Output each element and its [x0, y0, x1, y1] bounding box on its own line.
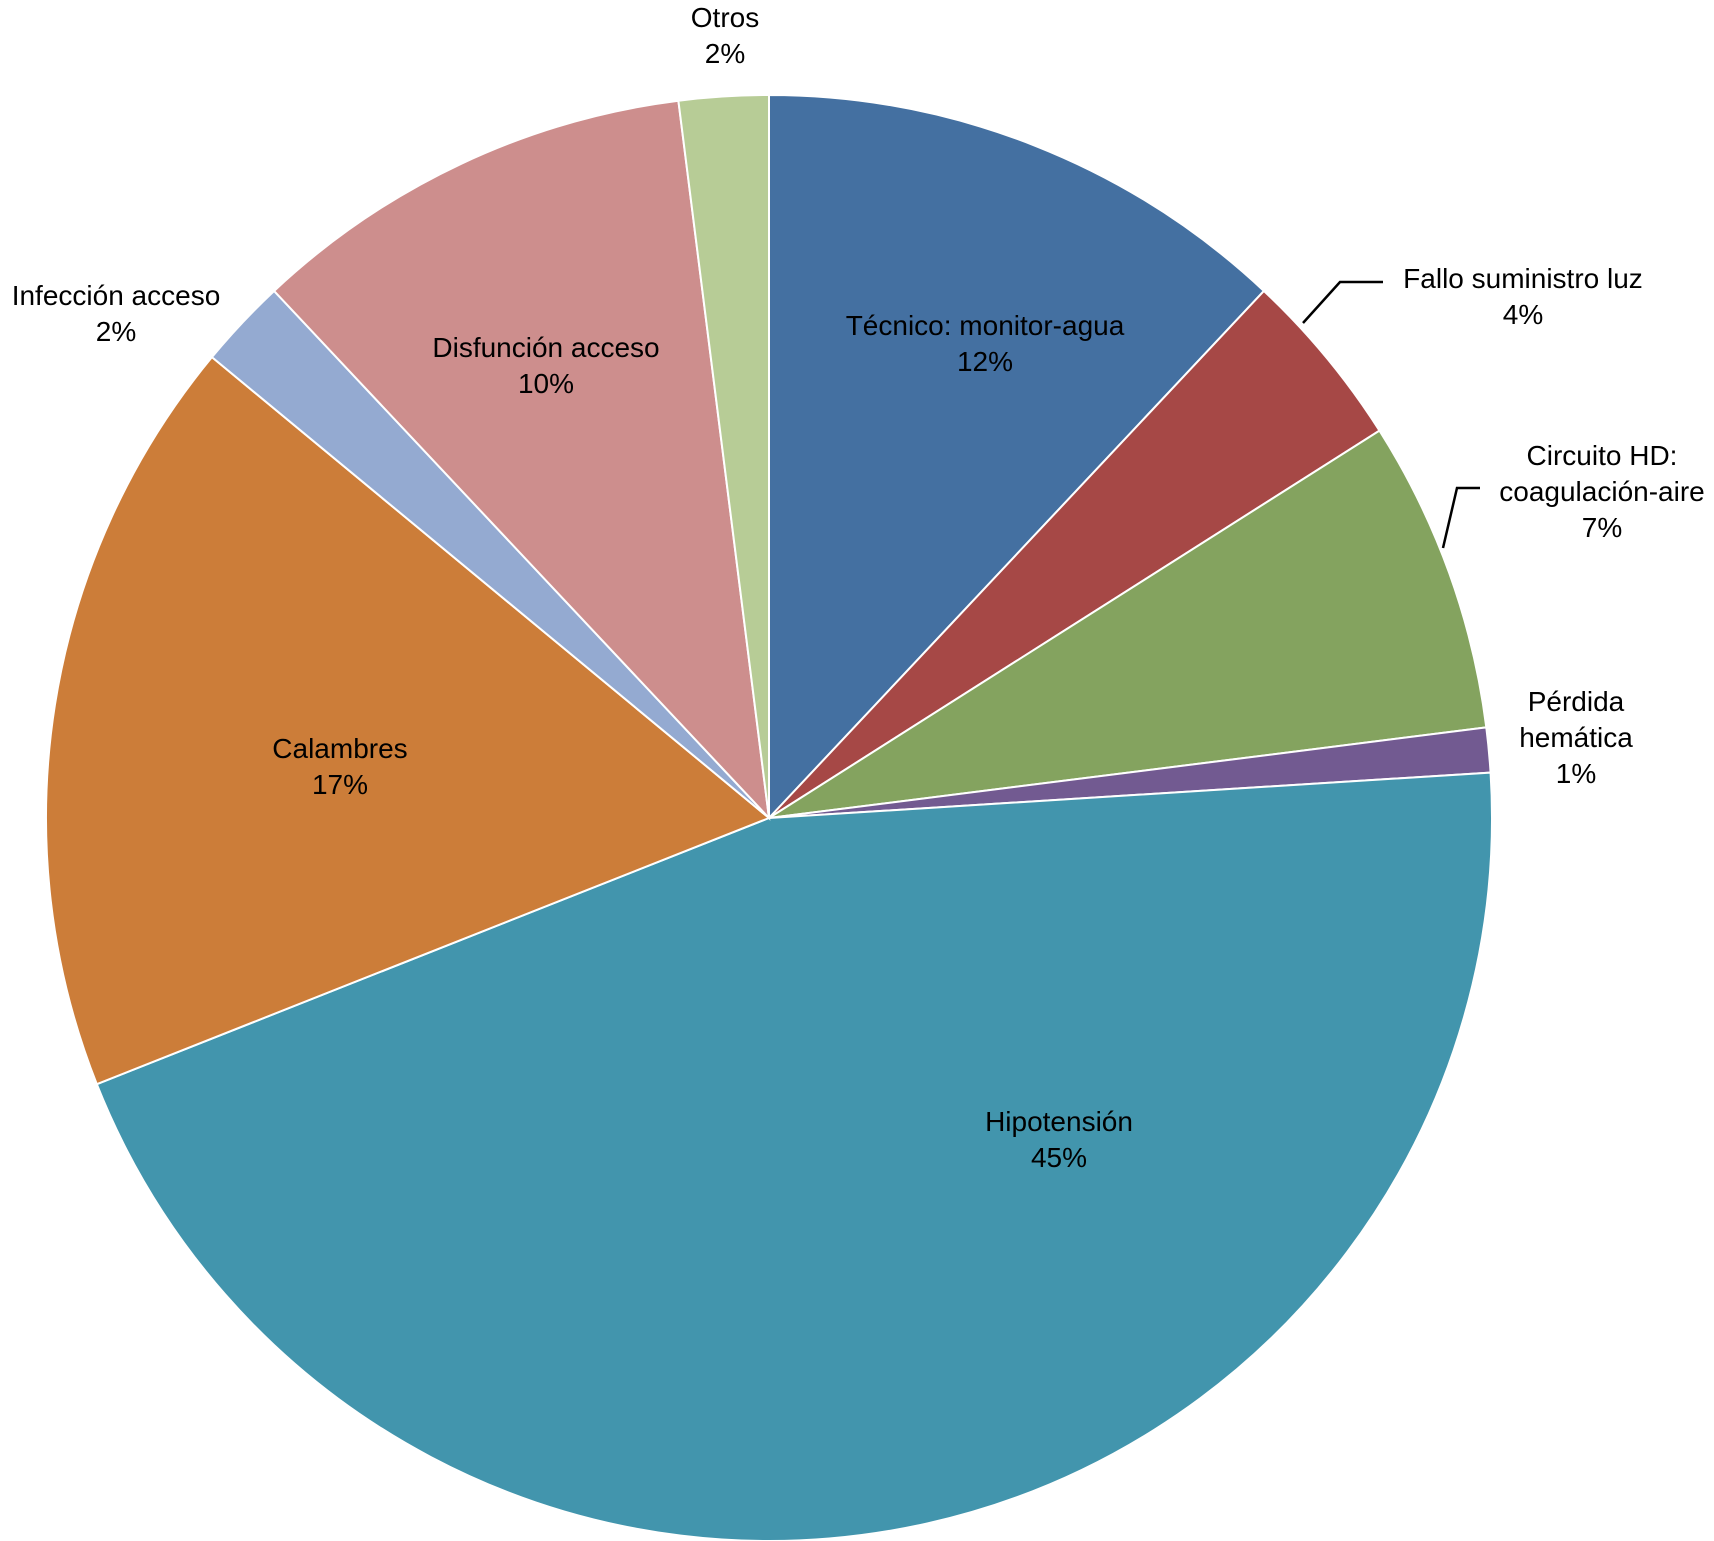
slice-name-text: Circuito HD:	[1527, 440, 1678, 471]
pie-slice-6	[45, 355, 771, 1086]
slice-name-text: Calambres	[272, 733, 407, 764]
pie-slice-8	[272, 99, 771, 821]
slice-name-text: hemática	[1519, 722, 1633, 753]
slice-label-5: Hipotensión 45%	[985, 1106, 1133, 1173]
slice-label-3: Circuito HD: coagulación-aire 7%	[1499, 440, 1704, 543]
slice-label-6: Calambres 17%	[272, 733, 407, 800]
leader-lines	[1302, 280, 1480, 549]
slice-name-text: Infección acceso	[12, 280, 221, 311]
pie-slice-3	[768, 429, 1488, 819]
slice-label-4: Pérdida hemática 1%	[1519, 686, 1633, 789]
slice-percent-text: 7%	[1582, 512, 1622, 543]
slice-label-7: Infección acceso 2%	[12, 280, 221, 347]
slice-name-text: coagulación-aire	[1499, 476, 1704, 507]
pie-slice-9	[677, 93, 770, 819]
slice-name-text: Disfunción acceso	[432, 332, 659, 363]
slice-labels: Técnico: monitor-agua 12% Fallo suministro…	[12, 2, 1705, 1173]
pie-slice-5	[95, 771, 1493, 1541]
pie-slice-1	[768, 93, 1266, 821]
slice-name-text: Otros	[691, 2, 759, 33]
slice-label-9: Otros 2%	[691, 2, 759, 69]
slice-name-text: Técnico: monitor-agua	[846, 310, 1125, 341]
slice-percent-text: 17%	[312, 769, 368, 800]
slice-percent-text: 45%	[1031, 1142, 1087, 1173]
slice-label-1: Técnico: monitor-agua 12%	[846, 310, 1125, 377]
pie-slice-2	[768, 289, 1381, 819]
slice-percent-text: 12%	[957, 346, 1013, 377]
slice-label-2: Fallo suministro luz 4%	[1403, 263, 1643, 330]
slice-name-text: Pérdida	[1528, 686, 1625, 717]
slice-percent-text: 4%	[1503, 299, 1543, 330]
leader-line-2	[1302, 280, 1383, 324]
slice-percent-text: 1%	[1556, 758, 1596, 789]
slice-percent-text: 2%	[96, 316, 136, 347]
leader-line-3	[1441, 486, 1480, 549]
pie-slices	[45, 93, 1493, 1541]
slice-label-8: Disfunción acceso 10%	[432, 332, 659, 399]
slice-percent-text: 2%	[705, 38, 745, 69]
slice-percent-text: 10%	[518, 368, 574, 399]
slice-name-text: Fallo suministro luz	[1403, 263, 1643, 294]
slice-name-text: Hipotensión	[985, 1106, 1133, 1137]
